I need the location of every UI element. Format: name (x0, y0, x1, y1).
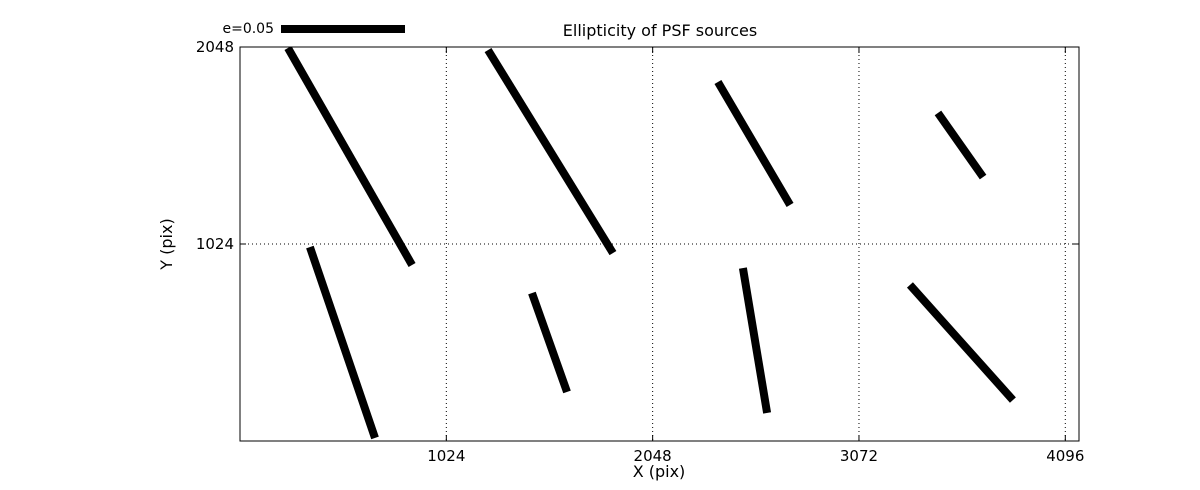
ticks-layer (240, 46, 1079, 441)
x-tick-label-1024: 1024 (427, 447, 465, 465)
psf-whisker-2 (484, 47, 617, 256)
psf-whisker-3 (528, 291, 571, 394)
psf-whisker-6 (934, 110, 987, 180)
y-axis-label: Y (pix) (157, 218, 176, 270)
psf-whisker-0 (284, 47, 416, 267)
x-tick-label-4096: 4096 (1046, 447, 1084, 465)
x-tick-label-3072: 3072 (840, 447, 878, 465)
legend-scale-bar (281, 25, 405, 33)
psf-whisker-5 (738, 267, 772, 414)
psf-whisker-1 (306, 245, 379, 440)
y-tick-label-1024: 1024 (196, 235, 234, 253)
plot-border (239, 46, 1080, 442)
tick-labels-layer: 1024 2048 3072 4096 1024 2048 (196, 38, 1085, 465)
x-axis-label: X (pix) (633, 462, 686, 481)
legend-label: e=0.05 (222, 21, 274, 37)
psf-whisker-7 (906, 282, 1016, 403)
grid-layer (240, 46, 1079, 441)
psf-whiskers-layer (284, 47, 1016, 440)
x-tick-label-2048: 2048 (634, 447, 672, 465)
psf-whisker-4 (714, 79, 794, 207)
y-tick-label-2048: 2048 (196, 38, 234, 56)
chart-title: Ellipticity of PSF sources (563, 21, 757, 40)
